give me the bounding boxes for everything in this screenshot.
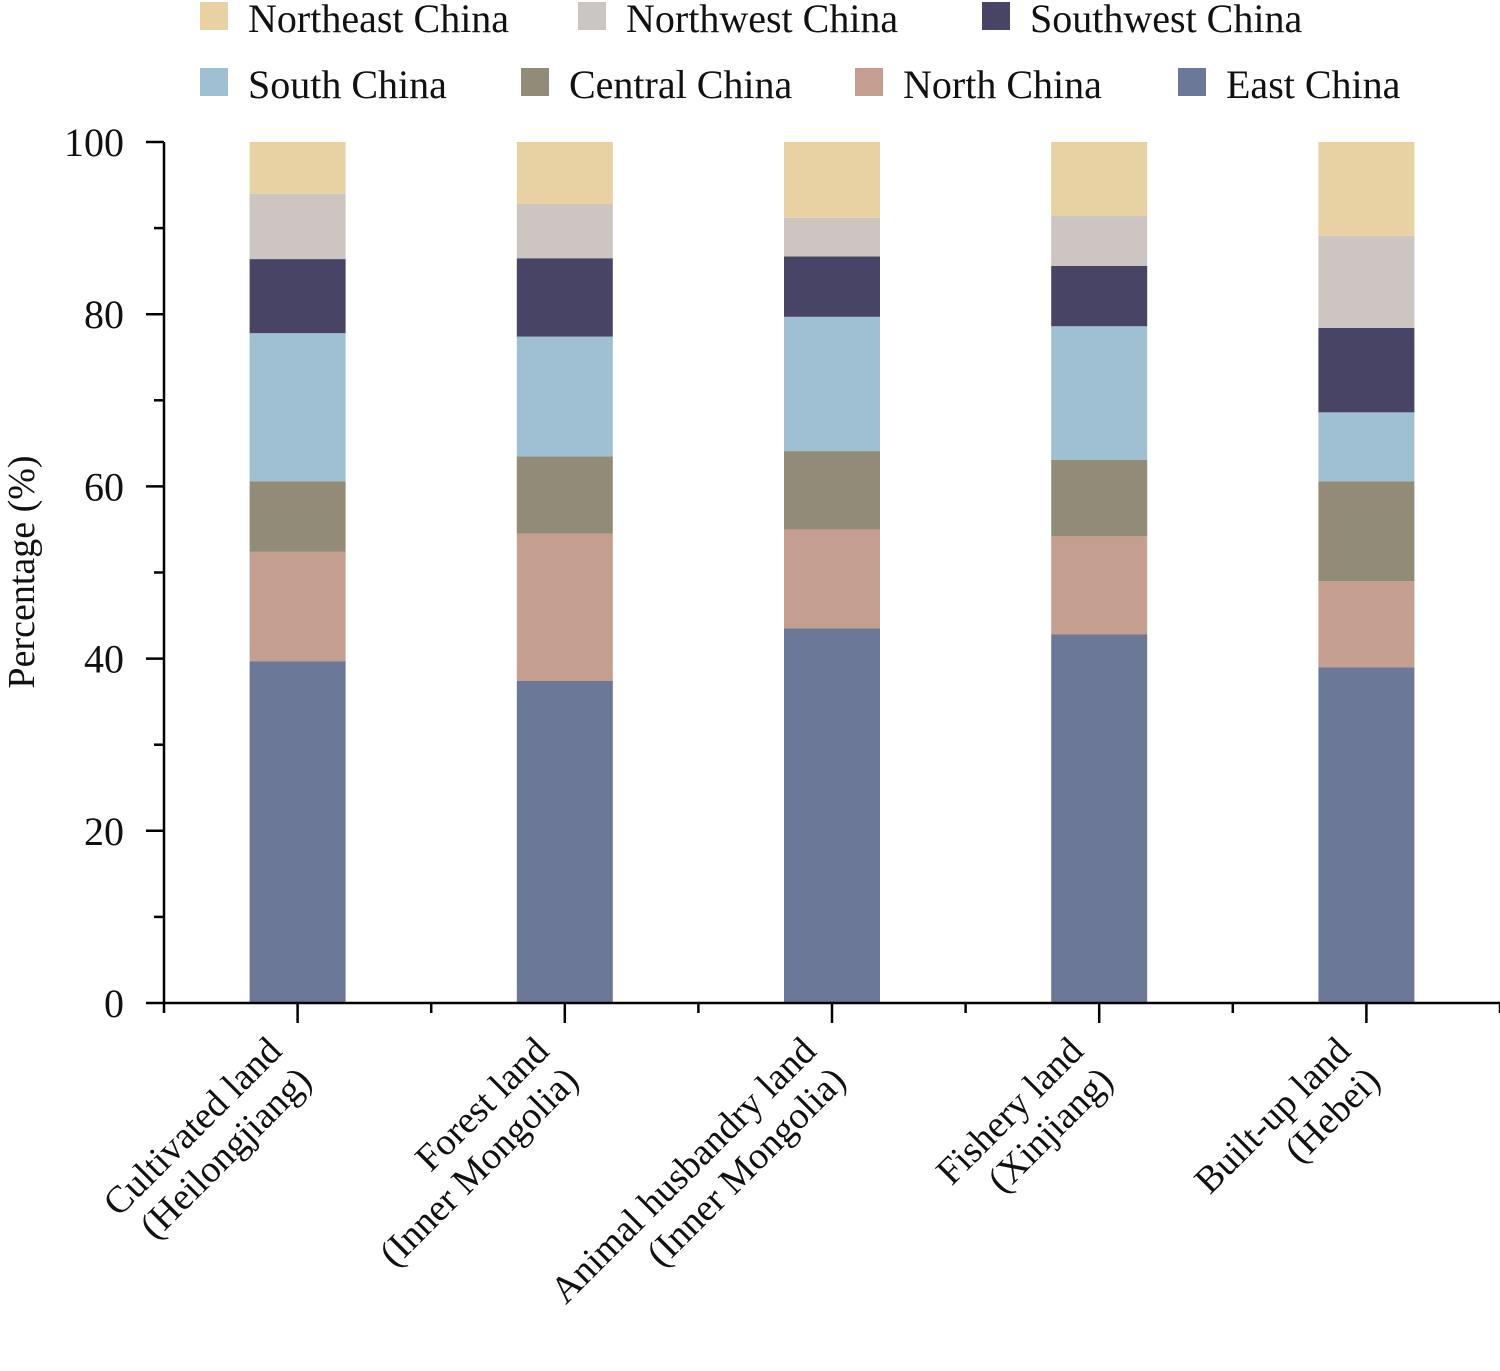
y-tick-label-40: 40: [84, 637, 124, 682]
legend-swatch-southwest-china: [982, 2, 1010, 30]
bar-northwest-china-5: [1318, 235, 1415, 328]
bar-northwest-china-1: [249, 193, 346, 260]
legend-label-central-china: Central China: [569, 62, 793, 107]
bar-northwest-china-2: [516, 203, 613, 259]
bar-northeast-china-2: [516, 142, 613, 204]
bar-north-china-4: [1051, 536, 1148, 635]
legend-swatch-northwest-china: [578, 2, 606, 30]
bar-north-china-5: [1318, 581, 1415, 668]
bar-central-china-1: [249, 481, 346, 552]
category-labels: Cultivated land(Heilongjiang) Forest land…: [95, 1030, 1389, 1342]
bar-central-china-5: [1318, 481, 1415, 582]
bar-northwest-china-3: [784, 217, 880, 257]
bar-east-china-1: [249, 661, 346, 1003]
bar-southwest-china-4: [1051, 265, 1148, 327]
legend-swatch-central-china: [521, 68, 549, 96]
bar-southwest-china-2: [516, 258, 613, 337]
category-label-4: Fishery land(Xinjiang): [928, 1030, 1121, 1223]
bar-southwest-china-5: [1318, 327, 1415, 413]
bar-northeast-china-5: [1318, 142, 1415, 236]
bar-north-china-2: [516, 533, 613, 681]
bar-southwest-china-1: [249, 259, 346, 334]
bar-north-china-3: [784, 529, 880, 629]
bar-northeast-china-3: [784, 142, 880, 218]
bar-south-china-4: [1051, 326, 1148, 460]
bar-south-china-1: [249, 333, 346, 482]
bar-central-china-4: [1051, 459, 1148, 537]
category-label-5: Built-up land(Hebei): [1187, 1030, 1389, 1232]
bar-south-china-3: [784, 316, 880, 452]
y-tick-label-80: 80: [84, 292, 124, 337]
y-tick-label-20: 20: [84, 809, 124, 854]
bar-southwest-china-3: [784, 256, 880, 317]
legend-swatch-east-china: [1178, 68, 1206, 96]
bar-northeast-china-4: [1051, 142, 1148, 217]
category-label-1: Cultivated land(Heilongjiang): [95, 1030, 319, 1254]
legend-swatch-south-china: [200, 68, 228, 96]
bar-east-china-4: [1051, 634, 1148, 1003]
bar-central-china-3: [784, 451, 880, 530]
bar-east-china-5: [1318, 667, 1415, 1003]
axes: 0 20 40 60 80 100: [64, 120, 1500, 1026]
legend-label-south-china: South China: [248, 62, 447, 107]
bar-north-china-1: [249, 551, 346, 662]
bar-central-china-2: [516, 456, 613, 534]
bar-east-china-2: [516, 680, 613, 1003]
y-tick-label-0: 0: [104, 981, 124, 1026]
y-tick-label-100: 100: [64, 120, 124, 165]
category-label-2: Forest land(Inner Mongolia): [342, 1030, 587, 1275]
legend-swatch-northeast-china: [200, 2, 228, 30]
bar-south-china-5: [1318, 412, 1415, 482]
legend-label-east-china: East China: [1226, 62, 1401, 107]
category-label-3: Animal husbandry land(Inner Mongolia): [542, 1030, 854, 1342]
bar-east-china-3: [784, 628, 880, 1003]
legend-label-southwest-china: Southwest China: [1030, 0, 1302, 41]
legend: Northeast China Northwest China Southwest …: [200, 0, 1401, 107]
bar-south-china-2: [516, 336, 613, 457]
legend-label-northeast-china: Northeast China: [248, 0, 509, 41]
bar-northeast-china-1: [249, 142, 346, 194]
legend-label-northwest-china: Northwest China: [626, 0, 898, 41]
legend-label-north-china: North China: [903, 62, 1102, 107]
legend-swatch-north-china: [855, 68, 883, 96]
y-axis-label: Percentage (%): [1, 455, 43, 688]
category-label-line: Animal husbandry land: [542, 1030, 824, 1312]
y-tick-label-60: 60: [84, 464, 124, 509]
bar-northwest-china-4: [1051, 216, 1148, 266]
bars: [249, 142, 1415, 1003]
